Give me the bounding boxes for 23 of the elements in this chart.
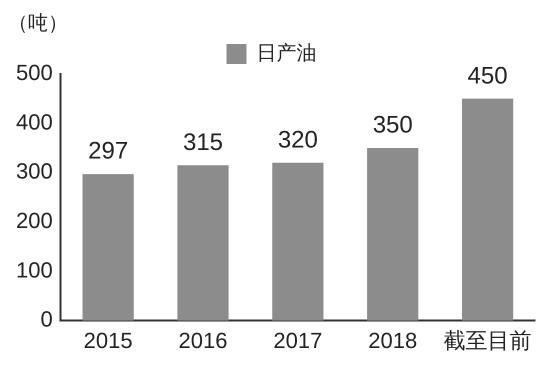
data-label: 350 <box>372 112 413 139</box>
data-label: 320 <box>278 126 318 154</box>
data-label: 315 <box>182 128 224 156</box>
y-tick-label: 0 <box>40 306 53 332</box>
bar <box>177 165 229 321</box>
x-tick-label: 2017 <box>273 328 322 353</box>
x-tick-label: 截至目前 <box>444 328 532 353</box>
bar <box>82 174 134 321</box>
y-tick-label: 100 <box>16 257 53 282</box>
y-tick-label: 500 <box>16 60 53 86</box>
legend-label: 日产油 <box>256 42 316 65</box>
bar <box>462 98 514 321</box>
bar <box>367 148 418 321</box>
x-tick-label: 2015 <box>84 328 133 353</box>
y-tick-label: 200 <box>16 208 53 234</box>
x-tick-label: 2016 <box>178 328 228 353</box>
data-label: 297 <box>88 138 128 165</box>
y-tick-label: 300 <box>16 158 53 184</box>
data-label: 450 <box>468 62 508 90</box>
y-tick-label: 400 <box>16 109 53 134</box>
x-tick-label: 2018 <box>368 328 418 353</box>
y-axis-title: （吨） <box>8 12 68 35</box>
bar <box>272 162 324 321</box>
